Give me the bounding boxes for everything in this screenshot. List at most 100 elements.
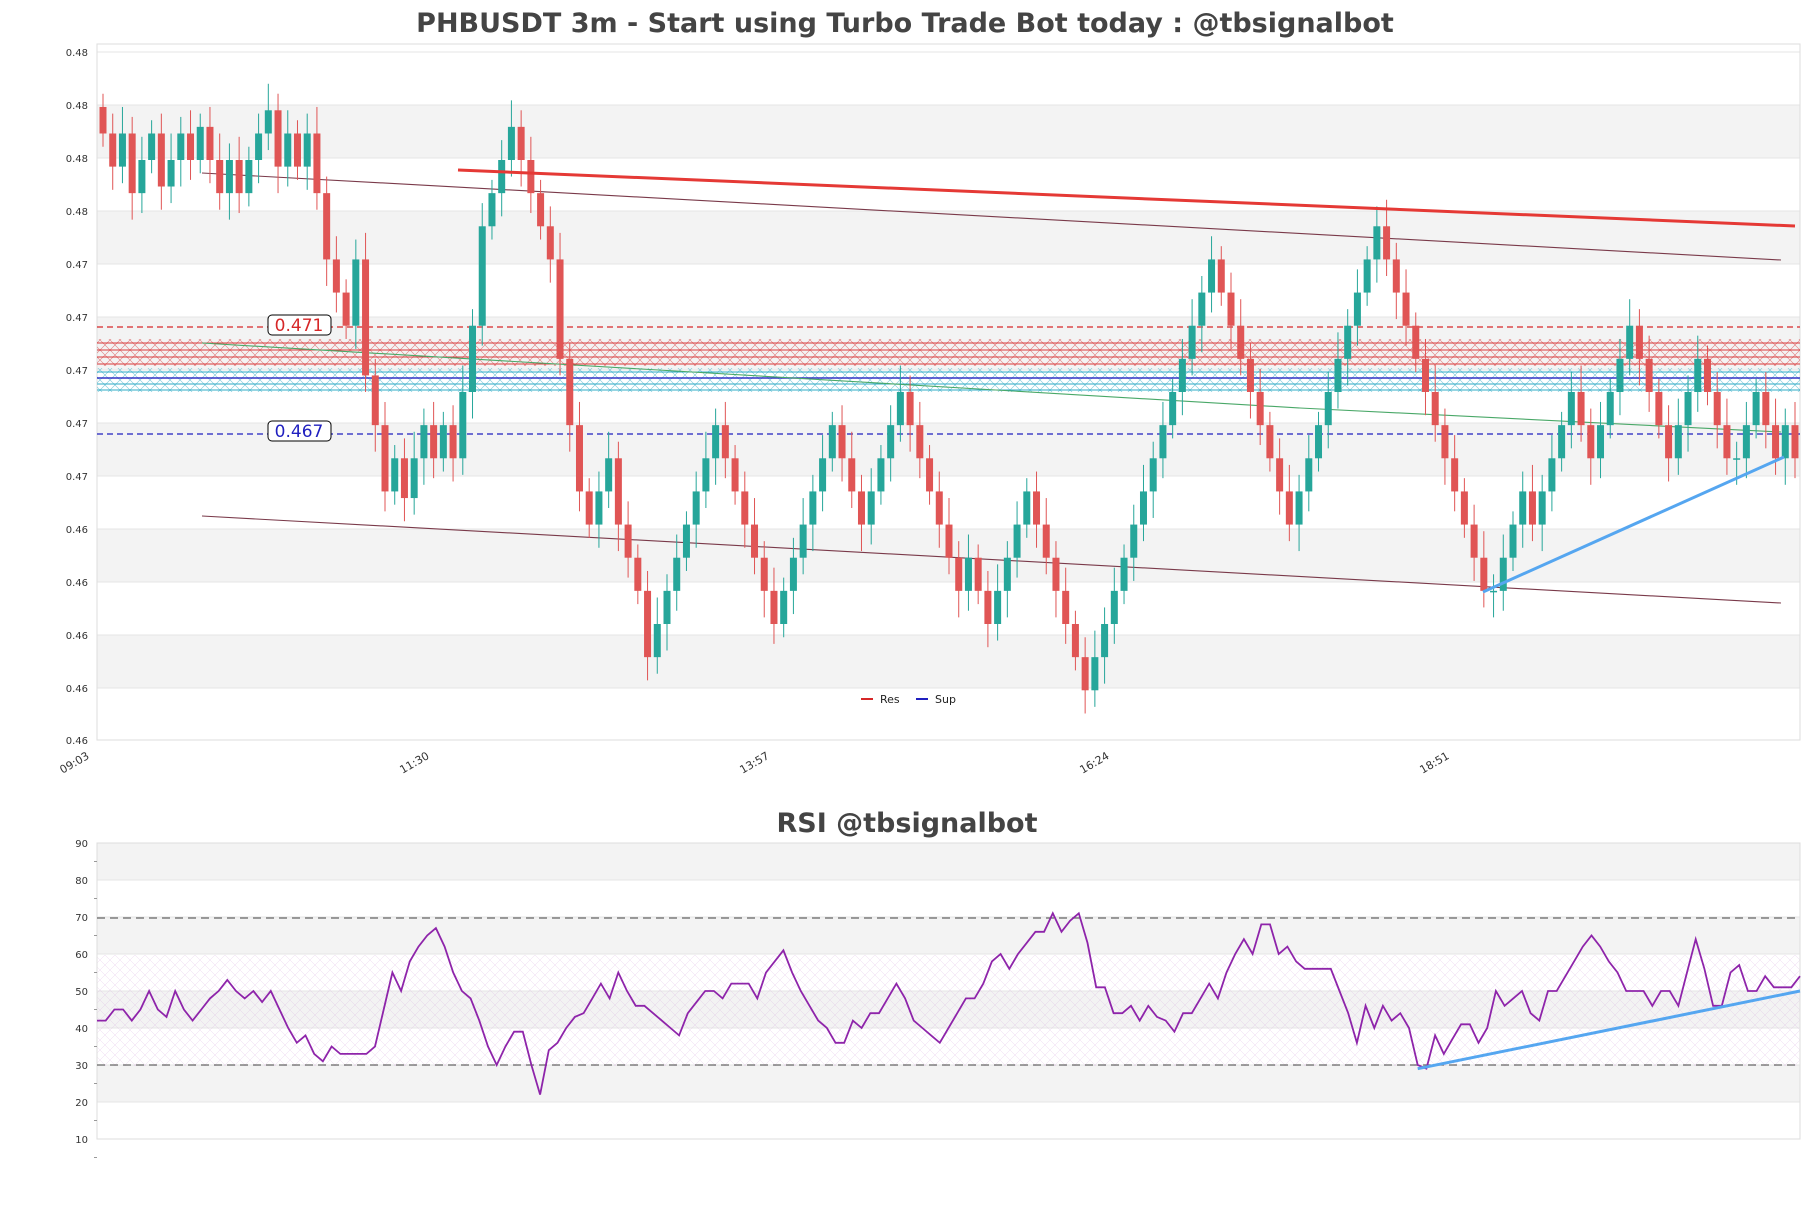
candle-body	[313, 133, 321, 194]
candle-body	[770, 590, 778, 624]
price-y-tick: 0.47	[66, 419, 88, 430]
candle-body	[1383, 226, 1391, 260]
candle-body	[1713, 392, 1721, 426]
candle-body	[1519, 491, 1527, 525]
price-y-tick: 0.46	[66, 684, 88, 695]
candle-body	[1548, 458, 1556, 492]
rsi-y-tick: 40	[75, 1024, 88, 1035]
candle-body	[469, 325, 477, 392]
candle-body	[527, 160, 535, 194]
candle-body	[799, 524, 807, 558]
candle-body	[702, 458, 710, 492]
candle-body	[653, 624, 661, 658]
candle-body	[867, 491, 875, 525]
candle-body	[148, 133, 156, 160]
candle-body	[1042, 524, 1050, 558]
candlesticks	[99, 83, 1799, 714]
candle-body	[1159, 425, 1167, 459]
candle-body	[1528, 491, 1536, 525]
candle-body	[1130, 524, 1138, 558]
candle-body	[157, 133, 165, 187]
candle-body	[235, 160, 243, 194]
candle-body	[391, 458, 399, 492]
candle-body	[1665, 425, 1673, 459]
candle-body	[760, 557, 768, 591]
candle-body	[537, 193, 545, 227]
candle-body	[216, 160, 224, 194]
price-y-tick: 0.48	[66, 207, 88, 218]
candle-body	[838, 425, 846, 459]
candle-body	[1684, 392, 1692, 426]
price-y-tick: 0.46	[66, 631, 88, 642]
candle-body	[1256, 392, 1264, 426]
rsi-y-tick: 10	[75, 1135, 88, 1146]
candle-body	[303, 133, 311, 167]
candle-body	[1246, 358, 1254, 392]
price-y-tick: 0.48	[66, 48, 88, 59]
candle-body	[323, 193, 331, 260]
candle-body	[1120, 557, 1128, 591]
candle-body	[109, 133, 117, 167]
candle-body	[1305, 458, 1313, 492]
candle-body	[926, 458, 934, 492]
candle-body	[1606, 392, 1614, 426]
candle-body	[439, 425, 447, 459]
price-y-tick: 0.47	[66, 472, 88, 483]
price-y-tick: 0.47	[66, 260, 88, 271]
candle-body	[1752, 392, 1760, 426]
candle-body	[556, 259, 564, 359]
candle-body	[741, 491, 749, 525]
candle-body	[585, 491, 593, 525]
rsi-y-axis: 90 80 70 60 50 40 30 20 10	[75, 839, 97, 1158]
candle-body	[118, 133, 126, 167]
price-chart-title: PHBUSDT 3m - Start using Turbo Trade Bot…	[416, 8, 1394, 39]
price-x-tick: 16:24	[1078, 749, 1112, 776]
candle-body	[1013, 524, 1021, 558]
candle-body	[1033, 491, 1041, 525]
candle-body	[225, 160, 233, 194]
candle-body	[780, 590, 788, 624]
resistance-label: 0.471	[267, 314, 332, 336]
candle-body	[1149, 458, 1157, 492]
support-label-text: 0.467	[275, 422, 324, 442]
candle-body	[430, 425, 438, 459]
candle-body	[1772, 425, 1780, 459]
price-x-tick: 13:57	[738, 749, 772, 776]
candle-body	[1655, 392, 1663, 426]
candle-body	[1791, 425, 1799, 459]
candle-body	[1421, 358, 1429, 392]
candle-body	[1169, 392, 1177, 426]
candle-body	[984, 590, 992, 624]
candle-body	[1091, 657, 1099, 691]
candle-body	[1742, 425, 1750, 459]
candle-body	[1587, 425, 1595, 459]
candle-body	[1470, 524, 1478, 558]
rsi-line	[97, 911, 1801, 1095]
candle-body	[1460, 491, 1468, 525]
candle-body	[877, 458, 885, 492]
candle-body	[1480, 557, 1488, 591]
price-x-tick: 18:51	[1418, 749, 1452, 776]
candle-body	[964, 557, 972, 591]
candle-body	[507, 126, 515, 160]
candle-body	[692, 491, 700, 525]
candle-body	[206, 126, 214, 160]
candle-body	[332, 259, 340, 293]
candle-body	[400, 458, 408, 499]
zone-lines	[97, 342, 1800, 391]
candle-body	[1412, 325, 1420, 359]
price-y-tick: 0.48	[66, 154, 88, 165]
price-y-tick: 0.46	[66, 578, 88, 589]
candle-body	[994, 590, 1002, 624]
legend-res-label: Res	[880, 693, 900, 706]
candle-body	[187, 133, 195, 160]
candle-body	[712, 425, 720, 459]
candle-body	[410, 458, 418, 499]
candle-body	[857, 491, 865, 525]
channel-upper-line	[201, 172, 1782, 261]
candle-body	[1703, 358, 1711, 392]
candle-body	[945, 524, 953, 558]
candle-body	[1276, 458, 1284, 492]
resistance-label-text: 0.471	[275, 316, 324, 336]
candle-body	[887, 425, 895, 459]
